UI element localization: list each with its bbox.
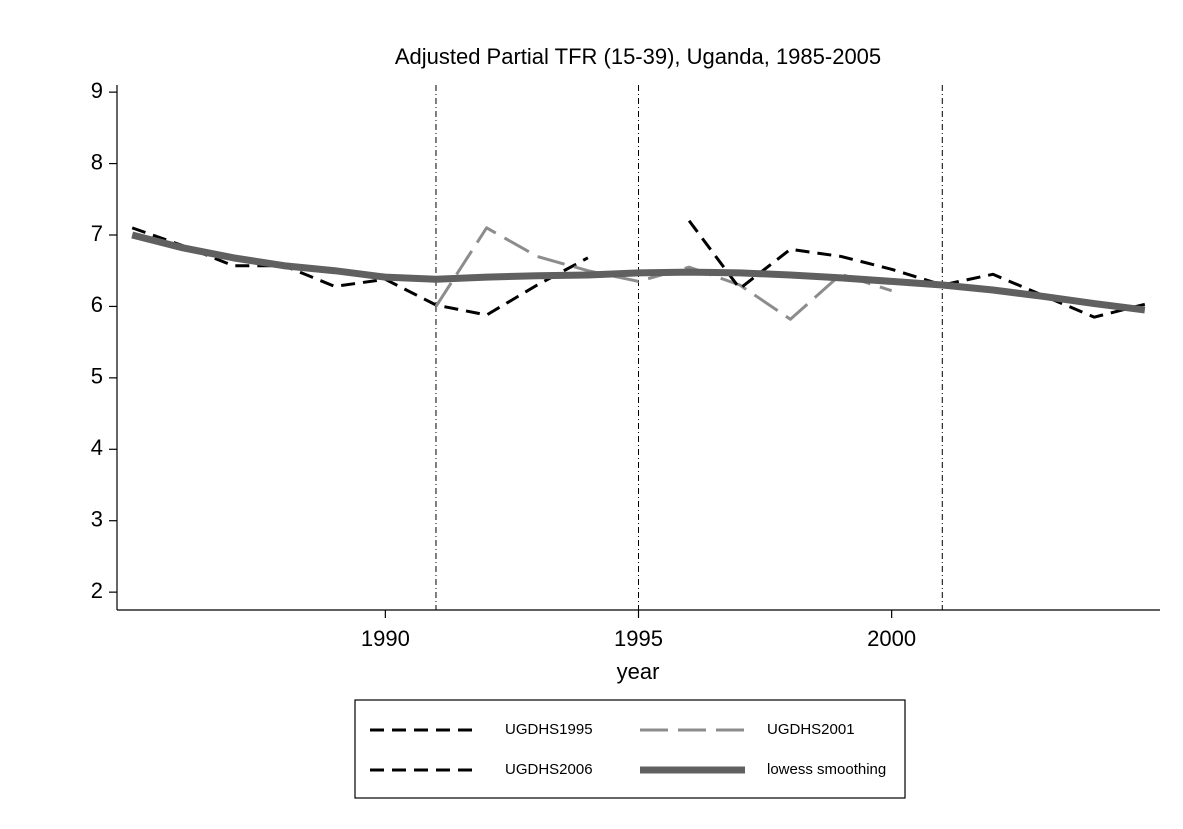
x-tick-label: 2000	[867, 626, 916, 651]
y-tick-label: 2	[91, 578, 103, 603]
y-tick-label: 4	[91, 435, 103, 460]
x-tick-label: 1995	[614, 626, 663, 651]
y-tick-label: 7	[91, 221, 103, 246]
x-tick-label: 1990	[361, 626, 410, 651]
y-tick-label: 6	[91, 292, 103, 317]
series-line	[131, 231, 1146, 314]
y-tick-label: 8	[91, 149, 103, 174]
legend-label: UGDHS2006	[505, 761, 593, 778]
y-tick-label: 3	[91, 507, 103, 532]
legend-label: UGDHS2001	[767, 721, 855, 738]
series-line	[687, 219, 1146, 319]
legend-box	[354, 699, 906, 799]
legend-label: UGDHS1995	[505, 721, 593, 738]
y-tick-label: 5	[91, 364, 103, 389]
series-line	[131, 226, 589, 317]
chart-title: Adjusted Partial TFR (15-39), Uganda, 19…	[395, 44, 881, 69]
y-tick-label: 9	[91, 78, 103, 103]
legend-label: lowess smoothing	[767, 761, 886, 778]
x-axis-label: year	[617, 659, 660, 684]
